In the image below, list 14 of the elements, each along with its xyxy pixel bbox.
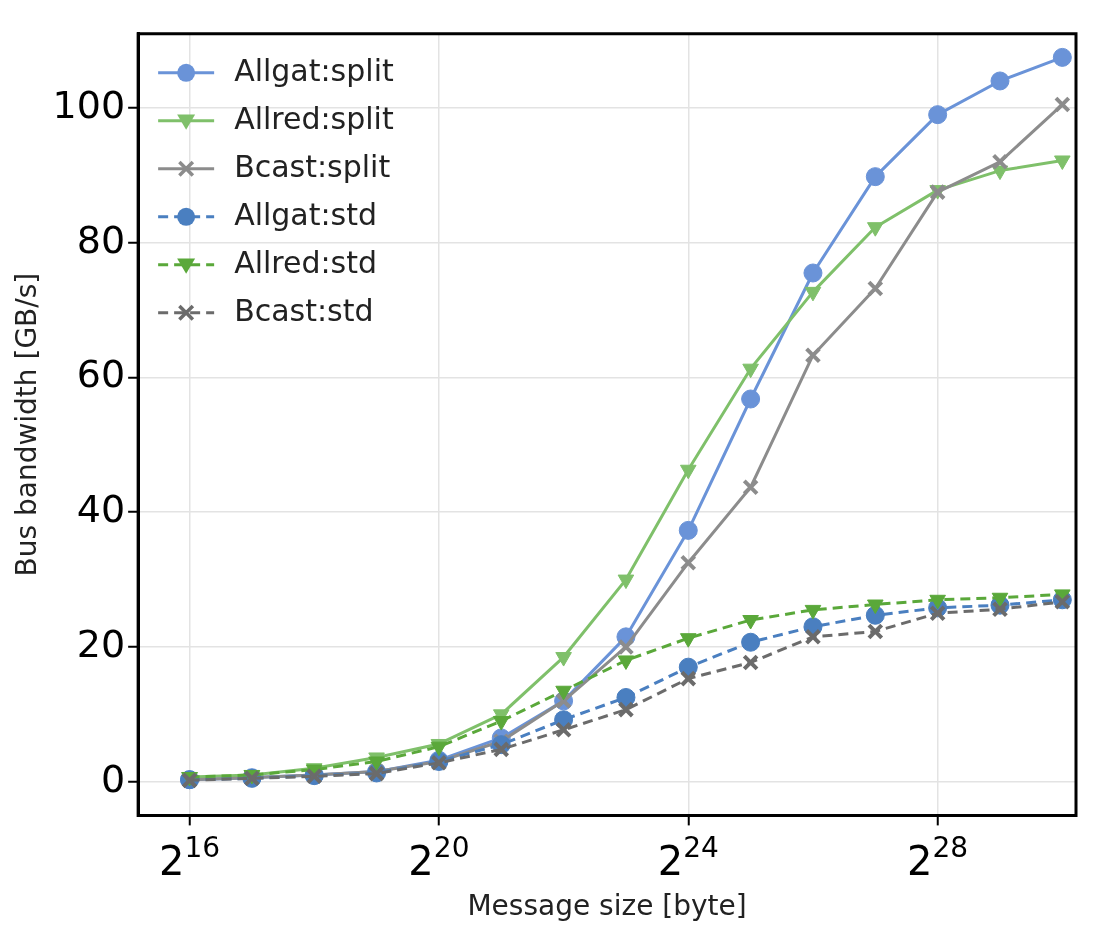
y-tick-label: 80 bbox=[76, 217, 126, 262]
legend-label: Bcast:std bbox=[234, 292, 374, 328]
y-tick-label: 60 bbox=[76, 352, 126, 397]
legend-label: Allred:std bbox=[234, 244, 378, 280]
y-tick-label: 100 bbox=[52, 82, 126, 127]
legend-label: Allgat:std bbox=[234, 196, 378, 232]
y-tick-label: 40 bbox=[76, 487, 126, 532]
legend-label: Bcast:split bbox=[234, 148, 391, 184]
legend-label: Allgat:split bbox=[234, 52, 394, 88]
y-tick-label: 0 bbox=[100, 756, 126, 801]
y-tick-label: 20 bbox=[76, 621, 126, 666]
y-axis-title: Bus bandwidth [GB/s] bbox=[10, 272, 44, 577]
legend-label: Allred:split bbox=[234, 100, 394, 136]
x-axis-title: Message size [byte] bbox=[467, 889, 747, 923]
